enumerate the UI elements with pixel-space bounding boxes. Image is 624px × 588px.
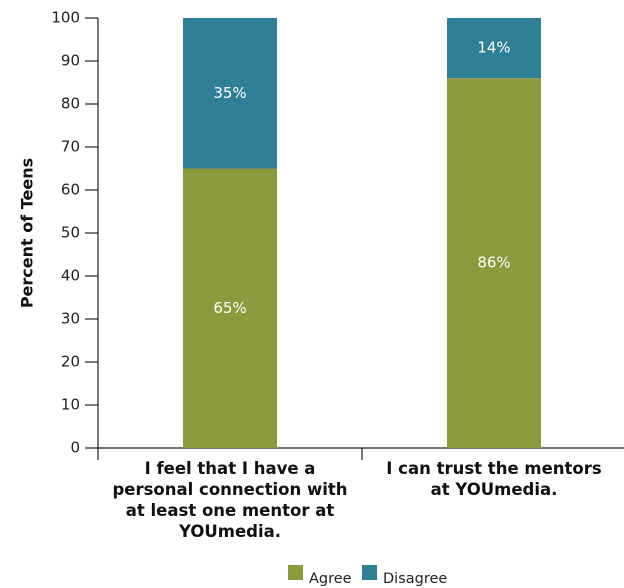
y-tick-label: 10 [61,396,80,414]
legend-swatch [288,565,303,580]
y-tick-label: 0 [70,439,80,457]
y-tick-label: 50 [61,224,80,242]
y-tick-label: 60 [61,181,80,199]
bar-segment [183,18,277,169]
x-tick-label: I feel that I have a personal connection… [112,459,348,541]
x-tick-label: I can trust the mentors at YOUmedia. [386,459,602,499]
y-tick-label: 30 [61,310,80,328]
bar-segment [447,18,541,79]
y-tick-label: 80 [61,95,80,113]
y-axis-label: Percent of Teens [18,158,37,308]
value-label: 86% [477,254,510,272]
value-label: 35% [213,84,246,102]
y-tick-label: 40 [61,267,80,285]
bar-segment [447,78,541,448]
y-tick-label: 70 [61,138,80,156]
bar-segment [183,168,277,448]
y-tick-label: 90 [61,52,80,70]
legend-label: Disagree [383,571,447,587]
y-tick-label: 100 [51,9,80,27]
y-tick-label: 20 [61,353,80,371]
legend-label: Agree [309,571,352,587]
value-label: 14% [477,39,510,57]
legend-swatch [362,565,377,580]
value-label: 65% [213,299,246,317]
